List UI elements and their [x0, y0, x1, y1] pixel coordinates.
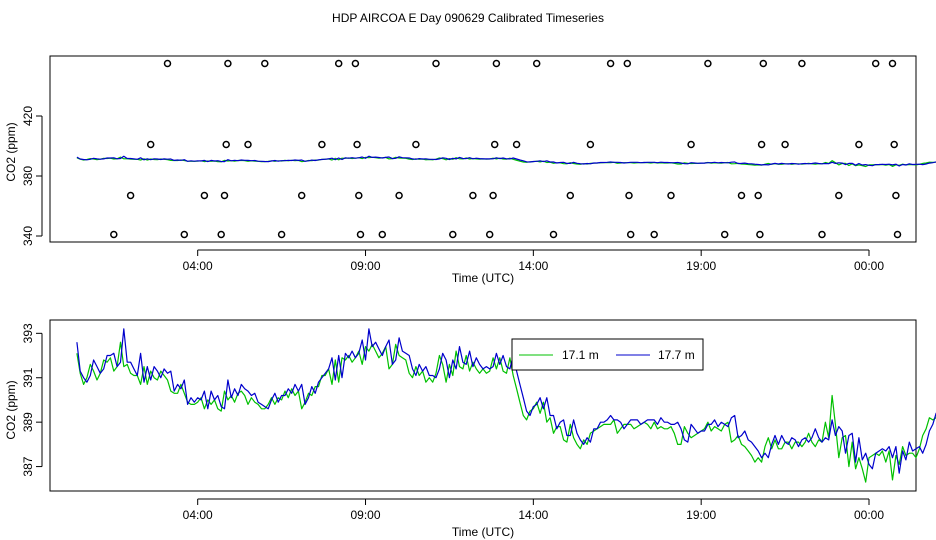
top-y-tick-label: 340 [21, 226, 35, 246]
top-scatter-point [146, 140, 155, 149]
bottom-y-tick-label: 389 [21, 412, 35, 432]
top-scatter-point [888, 59, 897, 68]
top-plot-frame [49, 55, 917, 243]
bottom-x-tick-label: 00:00 [854, 508, 884, 522]
legend: 17.1 m 17.7 m [511, 338, 704, 371]
top-y-tick-label: 420 [21, 106, 35, 126]
top-scatter-point [490, 140, 499, 149]
top-scatter-point [432, 59, 440, 68]
bottom-x-axis-title: Time (UTC) [452, 525, 514, 539]
legend-label-17-1-m: 17.1 m [562, 348, 599, 362]
bottom-x-tick-label: 14:00 [518, 508, 548, 522]
bottom-x-tick-label: 19:00 [686, 508, 716, 522]
top-scatter-point [353, 140, 361, 149]
top-scatter-point [469, 191, 477, 200]
top-x-tick-label: 04:00 [183, 259, 213, 273]
top-scatter-point [126, 191, 135, 200]
bottom-plot-frame [49, 319, 917, 492]
bottom-series-17-7-m [76, 328, 936, 474]
top-scatter-point [818, 230, 826, 239]
top-scatter-point [224, 59, 232, 68]
top-scatter-point [720, 230, 729, 239]
top-scatter-point [217, 230, 225, 239]
bottom-x-tick-label: 04:00 [183, 508, 213, 522]
top-y-axis-title: CO2 (ppm) [4, 122, 18, 181]
top-scatter-point [892, 191, 900, 200]
bottom-y-tick-label: 393 [21, 323, 35, 343]
bottom-y-tick-label: 387 [21, 456, 35, 476]
top-series-17-7-m [76, 155, 936, 167]
top-x-axis-title: Time (UTC) [452, 271, 514, 285]
top-scatter-point [667, 191, 675, 200]
top-scatter-point [890, 140, 898, 149]
top-y-tick-label: 380 [21, 166, 35, 186]
bottom-panel: 04:00 09:00 14:00 19:00 00:00 387 389 391 393 Ti… [4, 319, 936, 539]
top-scatter-point [737, 191, 746, 200]
top-scatter-point [485, 230, 494, 239]
top-scatter-point [244, 140, 252, 149]
top-axes: 04:00 09:00 14:00 19:00 00:00 340 380 420 [21, 106, 884, 273]
top-scatter-point [532, 59, 541, 68]
top-scatter-point [356, 230, 365, 239]
top-scatter-point [110, 230, 118, 239]
top-scatter-point [200, 191, 209, 200]
legend-label-17-7-m: 17.7 m [658, 348, 695, 362]
top-scatter-point [512, 140, 521, 149]
top-scatter-point [549, 230, 558, 239]
top-scatter-point [855, 140, 863, 149]
top-x-tick-label: 09:00 [351, 259, 381, 273]
top-scatter-point [566, 191, 575, 200]
top-scatter-point [835, 191, 843, 200]
top-scatter-point [606, 59, 615, 68]
top-series-lines [76, 155, 936, 168]
top-panel: 04:00 09:00 14:00 19:00 00:00 340 380 420 Time … [4, 55, 936, 285]
top-scatter-point [378, 230, 387, 239]
bottom-series-lines [76, 328, 936, 483]
bottom-series-17-1-m [76, 341, 936, 483]
top-scatter-point [277, 230, 286, 239]
top-scatter-point [261, 59, 269, 68]
top-x-tick-label: 00:00 [854, 259, 884, 273]
bottom-y-tick-label: 391 [21, 367, 35, 387]
top-scatter-point [297, 191, 306, 200]
bottom-y-axis-title: CO2 (ppm) [4, 380, 18, 439]
top-scatter-points [110, 59, 902, 239]
top-scatter-point [687, 140, 695, 149]
top-scatter-point [412, 140, 420, 149]
top-scatter-point [449, 230, 457, 239]
bottom-axes: 04:00 09:00 14:00 19:00 00:00 387 389 391 393 [21, 323, 884, 522]
top-scatter-point [351, 59, 360, 68]
top-x-tick-label: 19:00 [686, 259, 716, 273]
top-scatter-point [586, 140, 595, 149]
top-scatter-point [704, 59, 712, 68]
top-scatter-point [180, 230, 189, 239]
top-scatter-point [395, 191, 403, 200]
top-scatter-point [492, 59, 501, 68]
top-scatter-point [623, 59, 632, 68]
top-scatter-point [757, 140, 766, 149]
top-scatter-point [626, 230, 635, 239]
top-scatter-point [625, 191, 633, 200]
top-scatter-point [650, 230, 658, 239]
top-x-tick-label: 14:00 [518, 259, 548, 273]
top-scatter-point [334, 59, 343, 68]
bottom-x-tick-label: 09:00 [351, 508, 381, 522]
top-scatter-point [781, 140, 789, 149]
top-scatter-point [220, 191, 229, 200]
top-scatter-point [355, 191, 363, 200]
top-scatter-point [318, 140, 326, 149]
top-scatter-point [759, 59, 768, 68]
top-scatter-point [489, 191, 497, 200]
chart-title: HDP AIRCOA E Day 090629 Calibrated Times… [332, 11, 604, 25]
top-scatter-point [871, 59, 880, 68]
top-scatter-point [163, 59, 172, 68]
top-scatter-point [754, 191, 762, 200]
top-scatter-point [756, 230, 764, 239]
top-scatter-point [222, 140, 230, 149]
top-scatter-point [798, 59, 806, 68]
top-scatter-point [893, 230, 902, 239]
